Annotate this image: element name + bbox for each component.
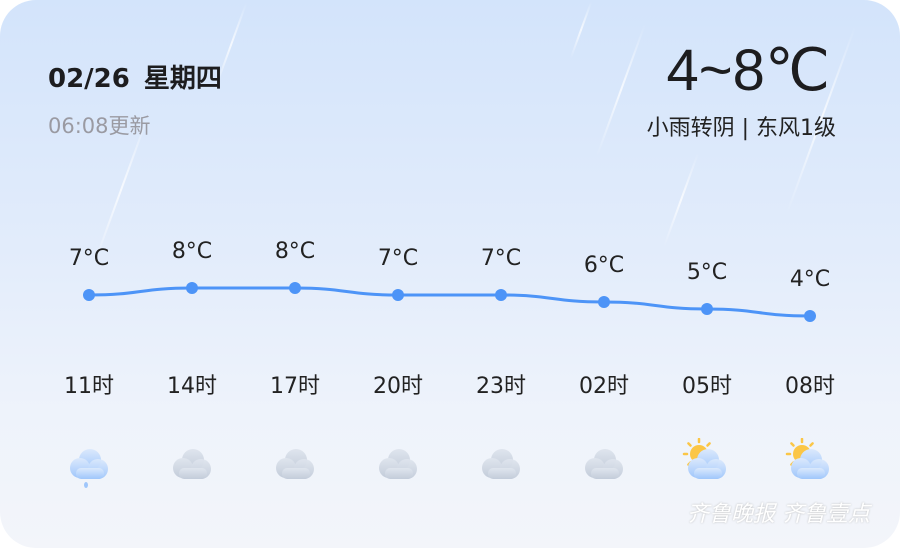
partly-cloudy-icon [785,437,835,488]
cloudy-icon [167,438,217,488]
temperature-label: 8°C [172,239,212,264]
temperature-point [598,296,610,308]
cloudy-icon [270,438,320,488]
update-time: 06:08更新 [48,114,151,138]
temperature-point [701,303,713,315]
hour-label: 14时 [167,374,217,399]
hour-label: 20时 [373,374,423,399]
hour-label: 02时 [579,374,629,399]
cloudy-icon [579,438,629,488]
weekday: 星期四 [143,64,222,94]
hour-label: 05时 [682,374,732,399]
date-text: 02/26 [48,64,130,94]
temperature-point [83,289,95,301]
temperature-line [88,286,811,318]
cloudy-icon [373,438,423,488]
temperature-point [495,289,507,301]
temperature-point [289,282,301,294]
hour-label: 11时 [64,374,114,399]
date: 02/26 星期四 [48,58,236,95]
cloudy-icon [476,438,526,488]
weather-description: 小雨转阴 | 东风1级 [646,116,836,141]
temperature-label: 8°C [275,239,315,264]
watermark: 齐鲁晚报 齐鲁壹点 [687,502,870,527]
temperature-label: 5°C [687,260,727,285]
temp-range: 4~8℃ [666,38,830,103]
temperature-label: 7°C [378,246,418,271]
temperature-label: 7°C [481,246,521,271]
temperature-label: 7°C [69,246,109,271]
hour-label: 17时 [270,374,320,399]
temperature-point [392,289,404,301]
temperature-point [804,310,816,322]
temperature-point [186,282,198,294]
hour-label: 23时 [476,374,526,399]
temperature-label: 4°C [790,267,830,292]
partly-cloudy-icon [682,437,732,488]
temperature-label: 6°C [584,253,624,278]
hour-label: 08时 [785,374,835,399]
light-rain-icon [64,438,114,488]
